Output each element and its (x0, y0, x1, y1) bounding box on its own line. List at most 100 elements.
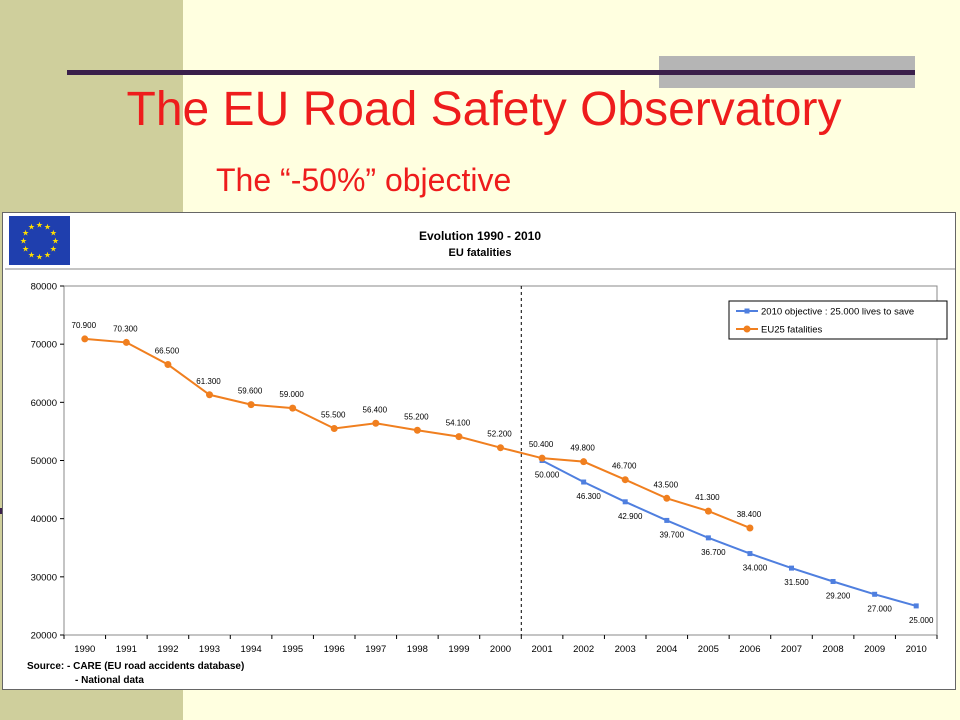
x-tick-label: 2008 (823, 644, 844, 655)
data-label: 49.800 (570, 444, 595, 453)
data-label: 56.400 (363, 405, 388, 414)
series-objective: 50.000 46.300 42.900 39.700 36.700 34.000 31.5… (535, 458, 934, 625)
y-tick-label: 40000 (31, 514, 57, 525)
data-point (830, 578, 836, 584)
data-label: 54.100 (446, 419, 471, 428)
eu-flag-background (9, 216, 70, 265)
data-point (746, 524, 754, 532)
flag-star: ★ (44, 223, 51, 232)
data-point (206, 391, 213, 399)
data-label: 59.600 (238, 387, 263, 396)
y-axis: 20000 30000 40000 50000 60000 70000 80000 (31, 282, 64, 642)
source-line-2: - National data (75, 675, 144, 686)
flag-star: ★ (28, 223, 35, 232)
data-label: 46.300 (576, 492, 601, 501)
flag-star: ★ (50, 245, 57, 254)
fatalities-chart: ★★★★★★★★★ ★ ★★ Evolution 1990 - 2010 EU fa… (5, 216, 955, 686)
data-label: 66.500 (155, 347, 180, 356)
flag-star: ★ (22, 245, 29, 254)
data-point (455, 433, 463, 441)
data-point (247, 401, 255, 409)
data-point (913, 603, 919, 609)
legend: 2010 objective : 25.000 lives to save EU2… (728, 300, 948, 340)
x-tick-label: 1992 (157, 644, 178, 655)
data-point (872, 591, 878, 597)
x-tick-label: 2002 (573, 644, 594, 655)
flag-star: ★ (36, 221, 43, 230)
data-point (581, 479, 587, 485)
data-label: 43.500 (654, 480, 679, 489)
legend-label: EU25 fatalities (761, 325, 823, 336)
flag-star: ★ (52, 237, 59, 246)
chart-title: Evolution 1990 - 2010 (419, 229, 541, 243)
legend-marker (743, 325, 751, 333)
x-tick-label: 2010 (906, 644, 927, 655)
legend-label: 2010 objective : 25.000 lives to save (761, 307, 914, 318)
x-tick-label: 1995 (282, 644, 303, 655)
x-tick-label: 1998 (407, 644, 428, 655)
data-label: 61.300 (196, 377, 221, 386)
slide-title: The EU Road Safety Observatory (126, 83, 842, 136)
data-label: 59.000 (279, 390, 304, 399)
legend-marker (744, 308, 750, 314)
data-label: 27.000 (867, 604, 892, 613)
data-point (622, 499, 628, 505)
series-line (541, 459, 917, 607)
y-tick-label: 50000 (31, 456, 57, 467)
data-label: 42.900 (618, 512, 643, 521)
data-label: 70.900 (72, 321, 97, 330)
x-tick-label: 1997 (365, 644, 386, 655)
data-point (747, 551, 753, 557)
data-label: 25.000 (909, 616, 934, 625)
data-label: 29.200 (826, 591, 851, 600)
data-label: 50.400 (529, 440, 554, 449)
data-point (580, 458, 588, 466)
y-tick-label: 20000 (31, 631, 57, 642)
y-tick-label: 30000 (31, 572, 57, 583)
flag-star: ★ (44, 250, 51, 259)
x-tick-label: 1999 (448, 644, 469, 655)
x-tick-label: 2005 (698, 644, 719, 655)
legend-box (728, 300, 948, 340)
x-tick-label: 2000 (490, 644, 511, 655)
flag-star: ★ (22, 229, 29, 238)
data-point (538, 454, 546, 462)
data-point (330, 425, 338, 433)
data-point (704, 507, 712, 515)
data-label: 55.500 (321, 411, 346, 420)
data-point (372, 419, 380, 427)
x-tick-label: 2006 (739, 644, 760, 655)
y-tick-label: 80000 (31, 282, 57, 293)
x-tick-label: 2001 (532, 644, 553, 655)
x-tick-label: 1996 (324, 644, 345, 655)
x-tick-label: 1990 (74, 644, 95, 655)
x-tick-label: 2004 (656, 644, 677, 655)
data-label: 46.700 (612, 462, 637, 471)
data-label: 50.000 (535, 471, 560, 480)
chart-subtitle: EU fatalities (449, 247, 512, 259)
data-label: 38.400 (737, 510, 762, 519)
data-label: 31.500 (784, 578, 809, 587)
eu-flag-logo: ★★★★★★★★★ ★ ★★ (9, 216, 70, 265)
data-point (663, 494, 671, 502)
series-fatalities: 70.900 70.300 66.500 61.300 59.600 59.000 55.5… (72, 321, 762, 532)
data-point (621, 476, 629, 484)
data-label: 70.300 (113, 324, 138, 333)
x-tick-label: 2003 (615, 644, 636, 655)
data-point (81, 335, 89, 343)
y-tick-label: 60000 (31, 398, 57, 409)
data-point (497, 444, 504, 452)
data-point (413, 426, 421, 434)
data-label: 52.200 (487, 430, 512, 439)
data-label: 41.300 (695, 493, 720, 502)
data-point (164, 361, 172, 369)
x-tick-label: 1991 (116, 644, 137, 655)
x-tick-label: 2007 (781, 644, 802, 655)
data-point (789, 565, 794, 571)
x-tick-label: 1994 (241, 644, 262, 655)
data-label: 34.000 (743, 564, 768, 573)
decorative-line (67, 70, 915, 75)
source-line-1: Source: - CARE (EU road accidents databa… (27, 661, 244, 672)
data-label: 36.700 (701, 548, 726, 557)
data-point (705, 535, 711, 541)
